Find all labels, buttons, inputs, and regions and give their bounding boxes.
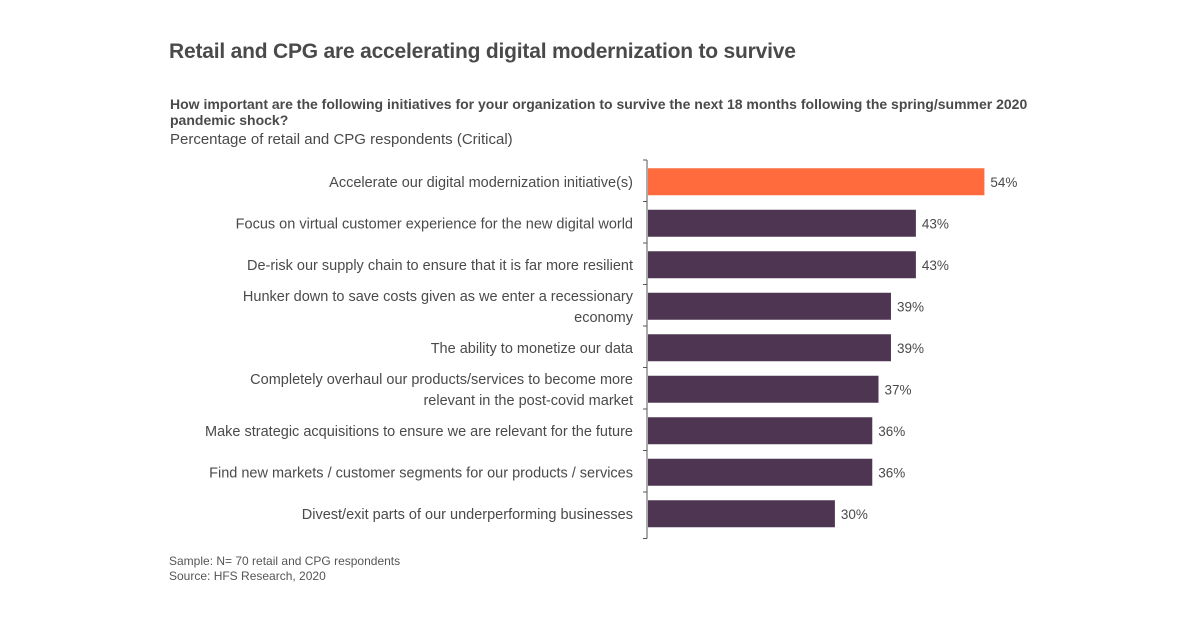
category-label: The ability to monetize our data <box>431 341 634 357</box>
value-label: 30% <box>841 507 868 522</box>
value-label: 43% <box>922 258 949 273</box>
bar <box>648 417 873 445</box>
chart-subtitle: Percentage of retail and CPG respondents… <box>170 131 513 148</box>
value-labels: 54% 43% 43% 39% 39% 37% 36% 36% 30% <box>841 175 1018 522</box>
value-label: 39% <box>897 299 924 314</box>
category-label: Completely overhaul our products/service… <box>250 372 633 409</box>
chart-title: Retail and CPG are accelerating digital … <box>169 40 796 63</box>
category-label: Accelerate our digital modernization ini… <box>329 175 633 191</box>
bar <box>648 375 879 403</box>
bar <box>648 292 891 320</box>
bar <box>648 251 916 279</box>
bar <box>648 500 835 528</box>
category-label: Focus on virtual customer experience for… <box>236 216 633 232</box>
value-label: 43% <box>922 216 949 231</box>
category-label: Find new markets / customer segments for… <box>209 465 633 481</box>
category-labels: Accelerate our digital modernization ini… <box>205 175 634 523</box>
source-note: Source: HFS Research, 2020 <box>169 569 326 583</box>
category-label: De-risk our supply chain to ensure that … <box>247 258 633 274</box>
category-label: Hunker down to save costs given as we en… <box>243 289 634 326</box>
survey-question: How important are the following initiati… <box>170 96 1028 128</box>
bar <box>648 209 916 237</box>
axis <box>643 159 648 539</box>
category-label: Make strategic acquisitions to ensure we… <box>205 424 633 440</box>
value-label: 36% <box>878 424 905 439</box>
sample-note: Sample: N= 70 retail and CPG respondents <box>169 554 401 568</box>
bar <box>648 168 985 196</box>
bar <box>648 334 891 362</box>
bar <box>648 458 873 486</box>
value-label: 36% <box>878 465 905 480</box>
value-label: 39% <box>897 341 924 356</box>
category-label: Divest/exit parts of our underperforming… <box>302 507 633 523</box>
value-label: 54% <box>990 175 1017 190</box>
value-label: 37% <box>885 382 912 397</box>
bars <box>648 168 985 528</box>
